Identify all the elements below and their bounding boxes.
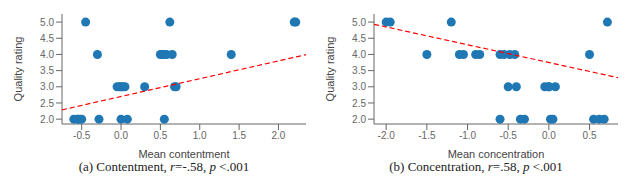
svg-text:1.0: 1.0 bbox=[193, 130, 207, 141]
svg-text:Mean contentment: Mean contentment bbox=[138, 148, 229, 158]
svg-text:5.0: 5.0 bbox=[40, 17, 54, 28]
svg-text:2.5: 2.5 bbox=[352, 98, 366, 109]
html-text:(b) Concentration, r =.58, p <: (b) Concentration, r =.58, p <.001 bbox=[389, 159, 563, 174]
svg-text:4.0: 4.0 bbox=[352, 49, 366, 60]
svg-text:3.0: 3.0 bbox=[352, 81, 366, 92]
svg-text:-1.0: -1.0 bbox=[459, 130, 477, 141]
svg-text:3.0: 3.0 bbox=[40, 81, 54, 92]
svg-text:2.0: 2.0 bbox=[352, 114, 366, 125]
svg-text:5.0: 5.0 bbox=[352, 17, 366, 28]
svg-text:Quality rating: Quality rating bbox=[12, 37, 24, 102]
svg-text:1.5: 1.5 bbox=[232, 130, 246, 141]
svg-text:2.0: 2.0 bbox=[271, 130, 285, 141]
svg-text:4.0: 4.0 bbox=[40, 49, 54, 60]
svg-text:2.5: 2.5 bbox=[40, 98, 54, 109]
svg-text:-1.5: -1.5 bbox=[418, 130, 436, 141]
svg-text:4.5: 4.5 bbox=[40, 33, 54, 44]
svg-text:0.0: 0.0 bbox=[542, 130, 556, 141]
svg-text:-2.0: -2.0 bbox=[378, 130, 396, 141]
svg-text:3.5: 3.5 bbox=[40, 65, 54, 76]
svg-text:3.5: 3.5 bbox=[352, 65, 366, 76]
svg-text:2.0: 2.0 bbox=[40, 114, 54, 125]
svg-text:4.5: 4.5 bbox=[352, 33, 366, 44]
svg-text:0.0: 0.0 bbox=[114, 130, 128, 141]
html-text:(a) Contentment, r =-.58, p <.: (a) Contentment, r =-.58, p <.001 bbox=[78, 159, 250, 174]
svg-text:-0.5: -0.5 bbox=[500, 130, 518, 141]
svg-text:0.5: 0.5 bbox=[583, 130, 597, 141]
svg-text:Quality rating: Quality rating bbox=[324, 37, 336, 102]
svg-text:Mean concentration: Mean concentration bbox=[448, 148, 545, 158]
svg-text:0.5: 0.5 bbox=[153, 130, 167, 141]
svg-text:-0.5: -0.5 bbox=[73, 130, 91, 141]
